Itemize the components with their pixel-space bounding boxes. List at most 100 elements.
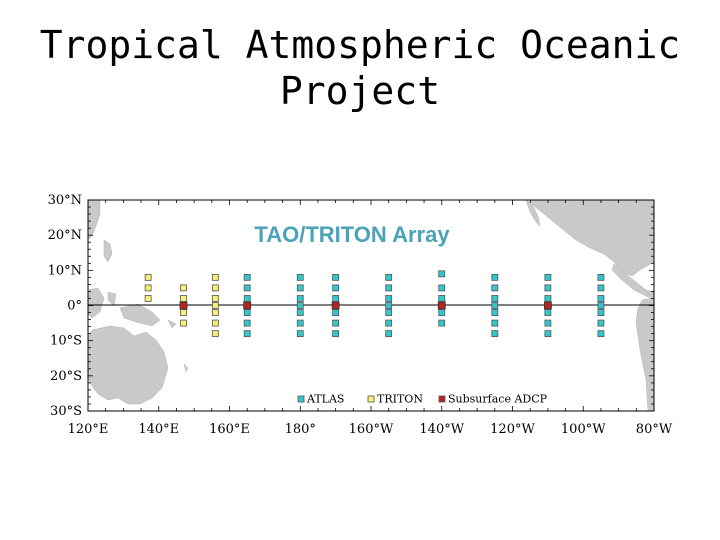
atlas-buoy-marker xyxy=(491,302,499,309)
atlas-buoy-marker xyxy=(243,295,251,302)
atlas-buoy-marker xyxy=(332,319,340,327)
lat-label: 30°N xyxy=(48,193,82,208)
atlas-buoy-marker xyxy=(243,330,251,338)
atlas-buoy-marker xyxy=(597,295,605,302)
atlas-buoy-marker xyxy=(491,330,499,338)
lat-label: 30°S xyxy=(50,404,82,419)
lat-label: 20°S xyxy=(50,369,82,384)
legend-label: Subsurface ADCP xyxy=(448,393,548,406)
atlas-buoy-marker xyxy=(544,330,552,338)
triton-buoy-marker xyxy=(144,284,152,292)
atlas-buoy-marker xyxy=(332,273,340,281)
lon-label: 160°W xyxy=(349,422,394,437)
atlas-buoy-marker xyxy=(544,309,552,316)
latitude-labels: 30°N 20°N 10°N 0° 10°S 20°S 30°S xyxy=(48,193,82,419)
lon-label: 120°W xyxy=(490,422,535,437)
adcp-marker xyxy=(543,301,552,310)
legend-label: TRITON xyxy=(377,393,423,406)
atlas-buoy-marker xyxy=(296,295,304,302)
atlas-buoy-marker xyxy=(438,284,446,292)
atlas-buoy-marker xyxy=(296,302,304,309)
atlas-buoy-marker xyxy=(438,309,446,316)
lon-label: 80°W xyxy=(636,422,673,437)
slide-title-line-1: Tropical Atmospheric Oceanic xyxy=(39,23,681,67)
atlas-buoy-marker xyxy=(385,302,393,309)
atlas-buoy-marker xyxy=(332,330,340,338)
atlas-buoy-marker xyxy=(544,319,552,327)
atlas-buoy-marker xyxy=(296,284,304,292)
triton-buoy-marker xyxy=(211,330,219,338)
atlas-buoy-marker xyxy=(597,330,605,338)
sulawesi-land xyxy=(107,291,117,307)
atlas-buoy-marker xyxy=(385,330,393,338)
legend-swatch xyxy=(438,395,446,403)
atlas-buoy-marker xyxy=(491,319,499,327)
triton-buoy-marker xyxy=(144,273,152,281)
longitude-labels: 120°E 140°E 160°E 180° 160°W 140°W 120°W 100°W 8… xyxy=(68,422,673,437)
atlas-buoy-marker xyxy=(243,309,251,316)
map-legend: ATLAS TRITON Subsurface ADCP xyxy=(297,393,548,406)
lon-label: 180° xyxy=(285,422,316,437)
map-title: TAO/TRITON Array xyxy=(254,222,450,247)
adcp-markers xyxy=(179,301,552,310)
australia-land xyxy=(87,325,169,405)
atlas-buoy-marker xyxy=(332,295,340,302)
atlas-buoy-marker xyxy=(491,309,499,316)
atlas-buoy-marker xyxy=(544,295,552,302)
new-caledonia-land xyxy=(183,363,189,373)
atlas-buoy-marker xyxy=(243,273,251,281)
triton-buoy-marker xyxy=(180,284,187,292)
atlas-buoy-marker xyxy=(385,295,393,302)
atlas-buoy-marker xyxy=(385,309,393,316)
lat-label: 10°N xyxy=(48,263,82,278)
triton-buoy-marker xyxy=(211,302,219,309)
atlas-buoy-marker xyxy=(597,302,605,309)
adcp-marker xyxy=(331,301,340,310)
lat-label: 20°N xyxy=(48,228,82,243)
atlas-buoy-marker xyxy=(597,273,605,281)
atlas-buoy-marker xyxy=(296,309,304,316)
lon-label: 100°W xyxy=(561,422,606,437)
atlas-buoy-marker xyxy=(296,319,304,327)
atlas-buoy-marker xyxy=(438,295,446,302)
triton-buoy-marker xyxy=(180,309,187,316)
philippines-land xyxy=(103,239,113,263)
atlas-buoy-marker xyxy=(385,273,393,281)
lon-label: 140°W xyxy=(419,422,464,437)
lon-label: 160°E xyxy=(209,422,250,437)
adcp-marker xyxy=(179,301,188,310)
atlas-buoy-marker xyxy=(385,319,393,327)
atlas-buoy-marker xyxy=(332,309,340,316)
atlas-buoy-marker xyxy=(296,273,304,281)
triton-buoy-marker xyxy=(180,319,187,327)
lat-label: 0° xyxy=(67,299,82,314)
atlas-buoy-marker xyxy=(296,330,304,338)
atlas-buoy-marker xyxy=(243,284,251,292)
atlas-buoy-marker xyxy=(332,284,340,292)
triton-buoy-marker xyxy=(211,309,219,316)
atlas-buoy-marker xyxy=(597,309,605,316)
triton-buoy-marker xyxy=(211,319,219,327)
atlas-buoy-marker xyxy=(491,284,499,292)
solomon-islands-land xyxy=(167,319,177,329)
legend-label: ATLAS xyxy=(306,393,344,406)
triton-buoy-marker xyxy=(211,273,219,281)
triton-buoy-marker xyxy=(180,295,187,302)
latitude-ticks xyxy=(88,199,654,412)
atlas-buoy-marker xyxy=(491,295,499,302)
legend-swatch xyxy=(297,395,305,403)
lat-label: 10°S xyxy=(50,334,82,349)
slide-title-line-2: Project xyxy=(279,69,441,113)
slide-title: Tropical Atmospheric Oceanic Project xyxy=(0,22,720,114)
atlas-buoy-marker xyxy=(385,284,393,292)
triton-buoy-marker xyxy=(144,295,152,302)
atlas-buoy-marker xyxy=(438,270,446,278)
atlas-buoy-marker xyxy=(544,284,552,292)
lon-label: 140°E xyxy=(138,422,179,437)
atlas-buoy-marker xyxy=(491,273,499,281)
atlas-buoy-marker xyxy=(243,319,251,327)
adcp-marker xyxy=(243,301,252,310)
adcp-marker xyxy=(437,301,446,310)
legend-swatch xyxy=(367,395,375,403)
atlas-buoy-marker xyxy=(544,273,552,281)
